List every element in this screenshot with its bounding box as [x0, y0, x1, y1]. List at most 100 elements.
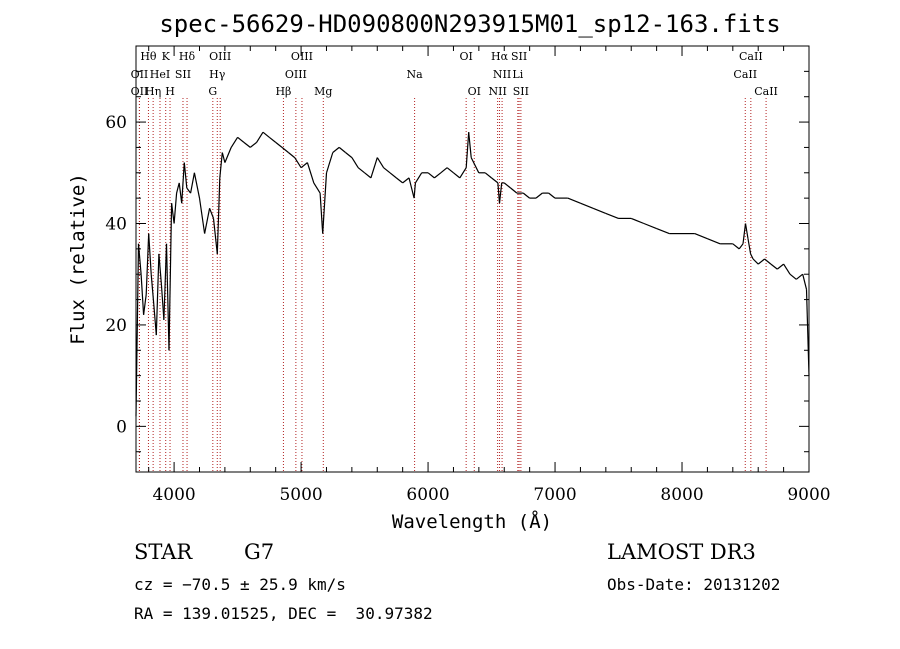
spectrum-segment-89	[567, 197, 581, 204]
observation-date: Obs-Date: 20131202	[607, 575, 781, 594]
object-class: STAR	[134, 540, 193, 564]
spectrum-segment-51	[345, 152, 353, 159]
spectrum-segment-30	[224, 147, 232, 163]
spectrum-segment-50	[338, 146, 346, 153]
spectrum-segment-43	[306, 162, 315, 184]
spectrum-segment-66	[434, 172, 442, 179]
spectrum-segment-18	[181, 162, 185, 204]
spectrum-segment-31	[230, 136, 239, 148]
line-label-6: H	[165, 85, 175, 98]
spectrum-segment-5	[148, 233, 152, 275]
spectrum-segment-61	[408, 177, 415, 199]
spectrum-segment-103	[738, 243, 744, 250]
spectrum-segment-32	[237, 136, 245, 143]
spectrum-segment-17	[178, 182, 183, 204]
spectrum-segment-3	[143, 294, 147, 315]
survey-name: LAMOST DR3	[607, 540, 756, 564]
spectrum-segment-94	[630, 217, 645, 225]
spectrum-segment-54	[364, 172, 372, 179]
spectrum-segment-65	[427, 172, 435, 179]
spectrum-segment-78	[498, 182, 503, 204]
line-label-25: CaII	[739, 50, 763, 63]
y-tick-label-0: 0	[116, 417, 127, 437]
spectrum-segment-8	[155, 253, 160, 336]
spectrum-segment-116	[802, 274, 808, 290]
object-subclass: G7	[244, 540, 275, 564]
spectrum-segment-2	[140, 274, 145, 315]
y-tick-label-3: 60	[105, 113, 127, 133]
line-label-27: CaII	[754, 85, 778, 98]
line-label-8: Hδ	[179, 50, 196, 63]
spectrum-segment-36	[262, 131, 270, 138]
spectrum-segment-46	[322, 203, 326, 234]
line-label-20: NII	[493, 68, 511, 81]
spectrum-segment-109	[757, 258, 765, 265]
spectrum-segment-58	[389, 172, 397, 179]
spectrum-segment-48	[325, 152, 334, 173]
spectrum-segment-62	[413, 182, 416, 199]
spectrum-segment-34	[249, 141, 257, 148]
spectrum-segment-77	[497, 182, 501, 204]
spectrum-segment-26	[212, 218, 218, 254]
line-label-0: Hθ	[140, 50, 157, 63]
chart-title: spec-56629-HD090800N293915M01_sp12-163.f…	[159, 10, 780, 38]
line-label-9: OIII	[209, 50, 231, 63]
spectrum-segment-9	[158, 253, 162, 285]
x-tick-label-4: 8000	[660, 485, 703, 505]
spectrum-segment-38	[275, 141, 283, 148]
line-label-23: Li	[512, 68, 523, 81]
spectrum-segment-63	[414, 172, 423, 184]
x-tick-label-0: 4000	[152, 485, 195, 505]
line-label-12: Hβ	[275, 85, 291, 98]
spectrum-segment-90	[580, 202, 594, 209]
spectrum-segment-100	[707, 238, 721, 245]
spectrum-layer	[135, 131, 810, 417]
spectrum-segment-56	[376, 157, 385, 169]
x-tick-label-5: 9000	[787, 485, 830, 505]
spectrum-segment-96	[656, 228, 670, 235]
spectrum-segment-27	[216, 177, 221, 254]
spectrum-segment-114	[789, 273, 797, 280]
spectrum-segment-19	[183, 162, 188, 189]
spectrum-segment-4	[145, 233, 150, 295]
spectrum-segment-44	[313, 182, 321, 194]
spectrum-segment-20	[186, 187, 192, 194]
line-label-24: SII	[513, 85, 529, 98]
line-label-3: HeI	[150, 68, 170, 81]
spectrum-segment-29	[221, 152, 226, 163]
spectrum-segment-69	[453, 172, 461, 179]
spectrum-segment-12	[165, 243, 170, 351]
x-axis-ticks: 4000 5000 6000 7000 8000 9000	[148, 46, 831, 505]
spectrum-segment-104	[742, 223, 747, 244]
x-axis-label: Wavelength (Å)	[392, 510, 552, 533]
spectrum-segment-40	[288, 152, 296, 159]
spectrum-segment-47	[324, 172, 328, 204]
spectrum-segment-102	[732, 243, 740, 250]
spectrum-segment-57	[383, 167, 391, 174]
spectrum-segment-99	[694, 233, 708, 240]
spectrum-segment-14	[171, 203, 175, 224]
line-label-7: SII	[175, 68, 191, 81]
line-label-13: OIII	[291, 50, 313, 63]
spectrum-segment-115	[795, 273, 804, 280]
spectrum-segment-41	[294, 157, 302, 169]
spectrum-segment-22	[193, 172, 201, 199]
spectrum-segment-76	[491, 177, 499, 184]
spectrum-segment-83	[522, 192, 530, 199]
coordinates: RA = 139.01525, DEC = 30.97382	[134, 604, 433, 623]
line-label-21: NII	[488, 85, 506, 98]
spectrum-segment-13	[168, 203, 173, 351]
line-label-5: K	[162, 50, 171, 63]
spectrum-segment-81	[510, 187, 518, 194]
x-tick-label-3: 7000	[533, 485, 576, 505]
line-label-22: SII	[511, 50, 527, 63]
spectral-line-markers	[138, 98, 767, 472]
spectrum-segment-6	[150, 274, 155, 305]
spectrum-segment-91	[592, 207, 607, 214]
spectrum-segment-68	[446, 167, 454, 174]
line-label-26: CaII	[733, 68, 757, 81]
spectrum-segment-33	[243, 141, 251, 148]
spectrum-segment-21	[190, 172, 195, 194]
spectrum-segment-52	[351, 157, 359, 169]
